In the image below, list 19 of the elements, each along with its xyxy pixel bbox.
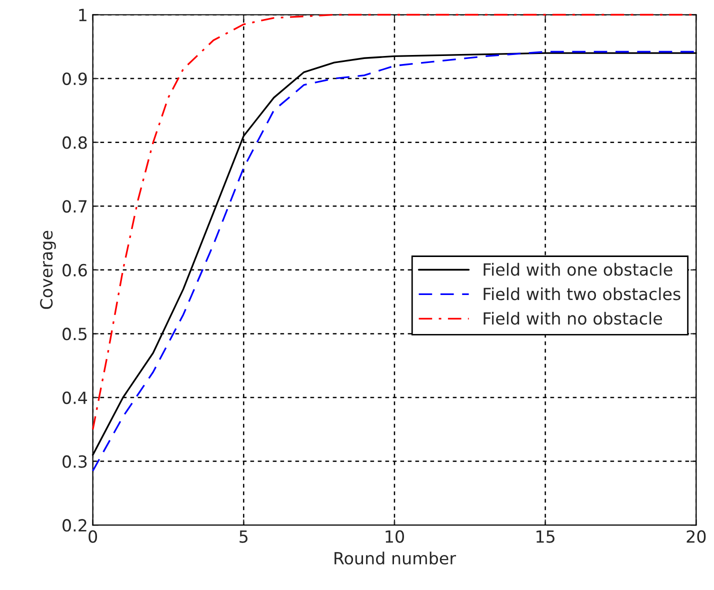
- y-tick-label: 1: [79, 8, 86, 22]
- legend-label: Field with one obstacle: [484, 262, 672, 276]
- x-axis-title: Round number: [334, 552, 456, 565]
- legend-label: Field with two obstacles: [484, 287, 680, 300]
- x-tick-label: 20: [686, 530, 706, 543]
- legend-label: Field with no obstacle: [484, 312, 662, 325]
- y-tick-label: 0.8: [62, 136, 87, 149]
- y-tick-label: 0.4: [62, 391, 88, 404]
- y-tick-label: 0.9: [62, 72, 87, 86]
- y-tick-label: 0.2: [62, 519, 86, 532]
- x-tick-label: 0: [88, 530, 98, 543]
- x-tick-label: 15: [536, 530, 554, 543]
- y-tick-label: 0.5: [62, 328, 87, 340]
- y-tick-label: 0.3: [62, 455, 87, 468]
- y-axis-title: Coverage: [40, 230, 56, 309]
- x-tick-label: 10: [386, 530, 404, 543]
- x-tick-label: 5: [240, 530, 248, 543]
- y-tick-label: 0.7: [62, 200, 87, 213]
- y-tick-label: 0.6: [62, 264, 87, 276]
